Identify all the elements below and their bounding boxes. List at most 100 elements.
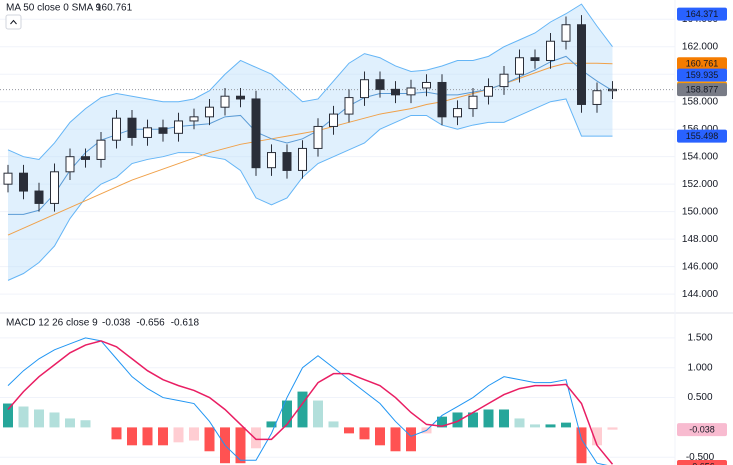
y-tick-label: 156.000	[682, 124, 719, 135]
histogram-bar	[127, 427, 137, 446]
candle-body	[360, 79, 369, 99]
histogram-bar	[468, 412, 478, 428]
collapse-button[interactable]	[5, 14, 22, 30]
histogram-bar	[266, 421, 277, 428]
caret-icon[interactable]	[10, 19, 17, 25]
histogram-bar	[390, 427, 401, 452]
price-tag-label: -0.038	[689, 425, 715, 435]
histogram-bar	[251, 427, 261, 449]
histogram-bar	[34, 409, 44, 428]
candle-body	[127, 117, 137, 138]
candle-body	[577, 24, 586, 105]
candle-body	[236, 95, 245, 100]
candle-body	[50, 171, 59, 204]
histogram-bar	[189, 427, 199, 441]
histogram-bar	[359, 427, 370, 440]
histogram-bar	[49, 412, 60, 428]
price-tag	[677, 460, 727, 465]
candle-body	[65, 156, 75, 173]
histogram-bar	[499, 409, 509, 428]
histogram-bar	[375, 427, 385, 446]
macd-value: -0.656	[136, 318, 165, 329]
macd-value: -0.618	[171, 318, 200, 329]
histogram-bar	[328, 421, 339, 428]
macd-title: MACD 12 26 close 9	[6, 318, 98, 329]
candle-body	[592, 90, 602, 105]
candle-body	[561, 24, 571, 42]
candle-body	[515, 57, 524, 75]
candle-body	[375, 79, 385, 90]
candle-body	[437, 81, 447, 118]
histogram-bar	[437, 416, 447, 428]
price-tag-label: 159.935	[686, 70, 719, 80]
histogram-bar	[561, 422, 571, 428]
histogram-bar	[483, 409, 494, 428]
y-tick-label: 146.000	[682, 261, 719, 272]
histogram-bar	[142, 427, 153, 446]
price-tag-label: 158.877	[686, 85, 719, 95]
candle-body	[158, 127, 168, 134]
price-tag	[677, 68, 727, 82]
y-tick-label: 154.000	[682, 151, 719, 162]
histogram-bar	[3, 403, 13, 428]
histogram-bar	[530, 424, 540, 428]
candle-body	[406, 87, 416, 96]
price-tag	[677, 129, 727, 143]
candle-body	[220, 95, 230, 108]
y-tick-label: 162.000	[682, 41, 719, 52]
candle-body	[3, 172, 13, 185]
y-tick-label: 150.000	[682, 206, 719, 217]
candle-body	[19, 172, 28, 192]
histogram-bar	[80, 420, 91, 428]
candle-body	[422, 81, 431, 89]
ma-line	[7, 62, 613, 236]
histogram-bar	[235, 427, 246, 464]
candle-body	[391, 88, 400, 96]
candle-body	[468, 95, 478, 110]
histogram-bar	[65, 418, 75, 428]
candle-body	[112, 117, 121, 141]
price-tag	[677, 83, 727, 97]
y-tick-label: 152.000	[682, 179, 719, 190]
histogram-bar	[452, 412, 463, 428]
price-tag	[677, 57, 727, 71]
price-tag-label: 160.761	[686, 59, 719, 69]
candle-body	[453, 108, 462, 118]
candle-body	[267, 152, 276, 169]
histogram-bar	[158, 427, 168, 446]
band-lower	[7, 98, 613, 281]
candle-body	[344, 97, 354, 115]
y-tick-label: 144.000	[682, 289, 719, 300]
y-tick-label: 1.000	[687, 362, 712, 373]
histogram-bar	[406, 427, 416, 452]
histogram-bar	[282, 400, 292, 428]
candle-body	[484, 86, 493, 97]
histogram-bar	[313, 400, 323, 428]
macd-value: -0.038	[102, 318, 131, 329]
candle-body	[530, 57, 540, 61]
price-tag	[677, 7, 727, 21]
signal-line	[7, 340, 614, 465]
button-frame[interactable]	[5, 14, 22, 30]
histogram-bar	[607, 427, 618, 430]
candle-body	[282, 152, 292, 171]
y-tick-label: 148.000	[682, 234, 719, 245]
candle-body	[251, 98, 261, 169]
price-tag-label: 155.498	[686, 131, 719, 141]
histogram-bar	[204, 427, 215, 452]
price-tag-label: -0.656	[689, 461, 715, 465]
candle-body	[313, 125, 323, 149]
histogram-bar	[111, 427, 122, 440]
histogram-bar	[18, 406, 29, 428]
candle-body	[546, 40, 555, 61]
histogram-bar	[173, 427, 184, 443]
price-tag-label: 164.371	[686, 9, 719, 19]
histogram-bar	[344, 427, 354, 434]
y-tick-label: 0.500	[687, 392, 712, 403]
candle-body	[143, 127, 152, 138]
band-upper	[7, 3, 613, 160]
histogram-bar	[514, 418, 525, 428]
